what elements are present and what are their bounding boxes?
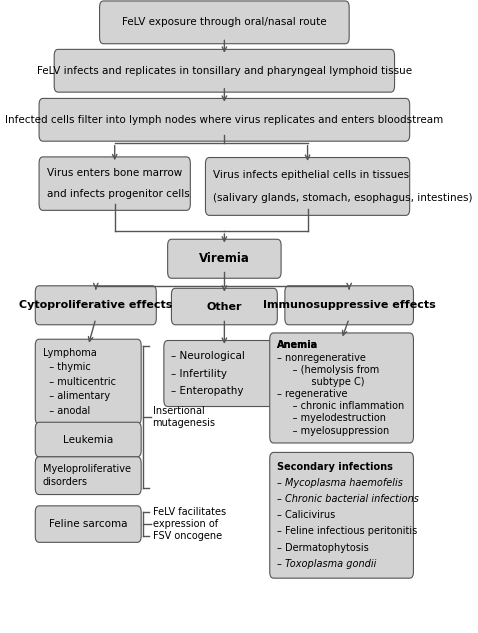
Text: and infects progenitor cells: and infects progenitor cells [47,189,189,199]
Text: disorders: disorders [43,477,88,487]
Text: Anemia: Anemia [277,341,318,350]
Text: – chronic inflammation: – chronic inflammation [277,401,404,411]
Text: – Dermatophytosis: – Dermatophytosis [277,542,369,553]
Text: FeLV facilitates
expression of
FSV oncogene: FeLV facilitates expression of FSV oncog… [152,508,226,541]
FancyBboxPatch shape [35,506,141,542]
FancyBboxPatch shape [172,288,277,325]
FancyBboxPatch shape [206,158,410,215]
Text: subtype C): subtype C) [277,377,365,387]
Text: Secondary infections: Secondary infections [277,462,393,472]
Text: Insertional
mutagenesis: Insertional mutagenesis [152,406,216,428]
FancyBboxPatch shape [35,422,141,457]
FancyBboxPatch shape [285,285,413,325]
Text: FeLV exposure through oral/nasal route: FeLV exposure through oral/nasal route [122,17,326,27]
FancyBboxPatch shape [99,1,349,44]
Text: – thymic: – thymic [43,362,91,372]
Text: Cytoproliferative effects: Cytoproliferative effects [19,300,173,310]
FancyBboxPatch shape [164,341,277,406]
Text: – Enteropathy: – Enteropathy [172,386,244,396]
Text: – anodal: – anodal [43,406,90,416]
Text: Immunosuppressive effects: Immunosuppressive effects [263,300,435,310]
Text: Feline sarcoma: Feline sarcoma [49,519,128,529]
Text: – myelodestruction: – myelodestruction [277,413,386,423]
FancyBboxPatch shape [35,285,156,325]
Text: – Infertility: – Infertility [172,368,228,379]
Text: – regenerative: – regenerative [277,389,348,399]
Text: Other: Other [206,301,242,311]
Text: – alimentary: – alimentary [43,391,110,401]
Text: Lymphoma: Lymphoma [43,348,97,358]
FancyBboxPatch shape [270,333,413,443]
Text: – Chronic bacterial infections: – Chronic bacterial infections [277,494,419,504]
Text: – Neurological: – Neurological [172,351,245,361]
FancyBboxPatch shape [35,457,141,494]
Text: – multicentric: – multicentric [43,377,116,387]
Text: Viremia: Viremia [199,253,250,265]
Text: (salivary glands, stomach, esophagus, intestines): (salivary glands, stomach, esophagus, in… [213,193,473,203]
FancyBboxPatch shape [35,339,141,424]
FancyBboxPatch shape [39,98,410,141]
FancyBboxPatch shape [168,239,281,279]
Text: – Toxoplasma gondii: – Toxoplasma gondii [277,559,377,569]
FancyBboxPatch shape [39,157,190,210]
Text: Anemia: Anemia [277,341,318,350]
Text: – Mycoplasma haemofelis: – Mycoplasma haemofelis [277,478,403,488]
Text: – nonregenerative: – nonregenerative [277,353,366,363]
Text: Myeloproliferative: Myeloproliferative [43,465,131,474]
Text: Virus infects epithelial cells in tissues: Virus infects epithelial cells in tissue… [213,170,409,180]
Text: – Feline infectious peritonitis: – Feline infectious peritonitis [277,527,418,536]
Text: FeLV infects and replicates in tonsillary and pharyngeal lymphoid tissue: FeLV infects and replicates in tonsillar… [37,66,412,76]
Text: – Calicivirus: – Calicivirus [277,510,336,520]
FancyBboxPatch shape [270,453,413,578]
FancyBboxPatch shape [54,49,394,92]
Text: Leukemia: Leukemia [63,434,113,444]
Text: Virus enters bone marrow: Virus enters bone marrow [47,168,182,179]
Text: Infected cells filter into lymph nodes where virus replicates and enters bloodst: Infected cells filter into lymph nodes w… [5,115,444,125]
Text: – myelosuppression: – myelosuppression [277,425,390,436]
Text: – (hemolysis from: – (hemolysis from [277,365,380,375]
